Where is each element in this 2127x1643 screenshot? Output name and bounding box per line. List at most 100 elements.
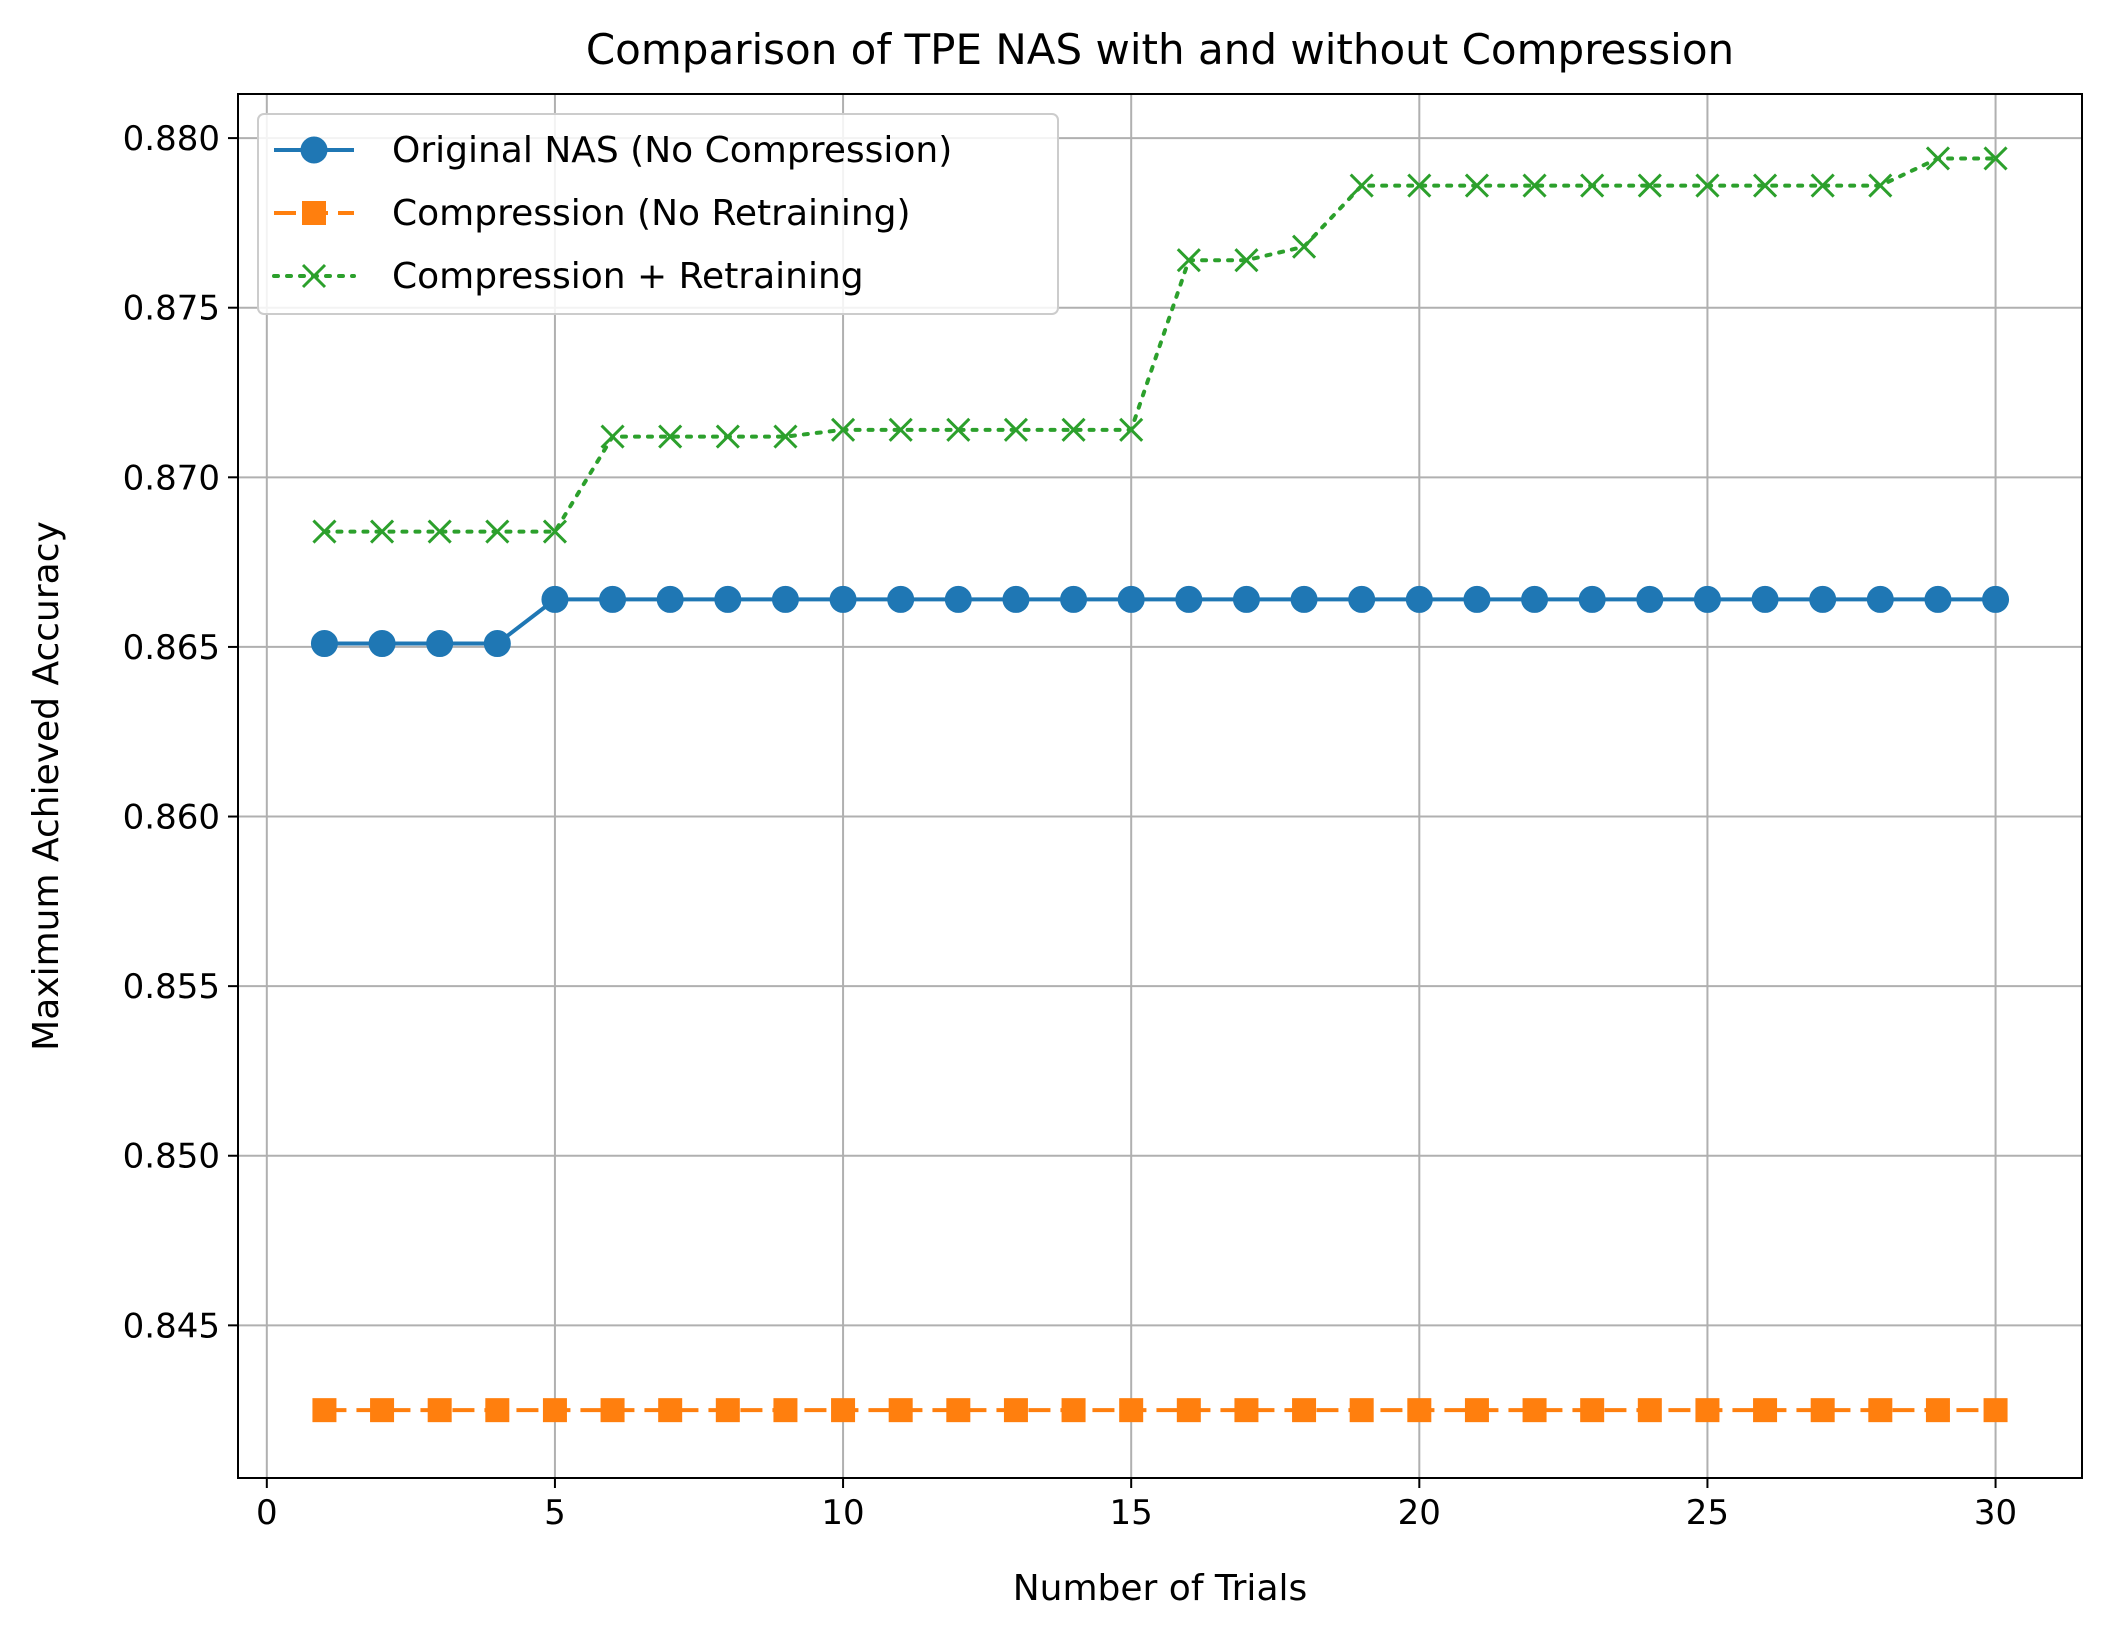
x-tick-label: 5 (544, 1493, 566, 1533)
data-point (1407, 173, 1432, 198)
data-point (1810, 173, 1835, 198)
data-point (1119, 1398, 1144, 1423)
data-point (312, 519, 337, 544)
legend-marker (302, 201, 326, 225)
data-point (1176, 1398, 1201, 1423)
data-point (370, 519, 395, 544)
data-point (1060, 585, 1088, 613)
data-point (1983, 146, 2008, 171)
legend-label: Compression + Retraining (392, 256, 864, 297)
data-point (599, 585, 627, 613)
axis-ticks: 0 5 10 15 20 25 30 0.845 0.850 0.855 0.860 0.865 0.8… (123, 119, 2018, 1533)
y-tick-label: 0.845 (123, 1306, 220, 1346)
y-tick-label: 0.850 (123, 1137, 220, 1177)
data-point (370, 1398, 395, 1423)
data-point (888, 1398, 913, 1423)
legend-marker (300, 136, 328, 164)
legend-marker (301, 263, 327, 289)
data-point (1348, 585, 1376, 613)
data-point (887, 585, 915, 613)
series-line (322, 156, 1998, 534)
data-point (600, 1398, 625, 1423)
data-point (1753, 173, 1778, 198)
data-point (1522, 1398, 1547, 1423)
data-point (1522, 173, 1547, 198)
series-3 (312, 146, 2008, 544)
data-point (1117, 585, 1145, 613)
data-point (1061, 417, 1086, 442)
data-point (1061, 1398, 1086, 1423)
data-point (426, 630, 454, 658)
data-point (1925, 1398, 1950, 1423)
data-point (1695, 173, 1720, 198)
data-point (1292, 234, 1317, 259)
legend-entry: Original NAS (No Compression) (274, 130, 952, 171)
chart-title: Comparison of TPE NAS with and without C… (586, 25, 1734, 74)
data-point (1292, 1398, 1317, 1423)
x-tick-label: 10 (821, 1493, 864, 1533)
y-tick-label: 0.880 (123, 119, 220, 159)
data-point (1580, 173, 1605, 198)
data-point (1232, 585, 1260, 613)
data-point (715, 424, 740, 449)
data-point (1405, 585, 1433, 613)
data-point (1925, 146, 1950, 171)
data-point (1580, 1398, 1605, 1423)
data-point (541, 585, 569, 613)
y-tick-label: 0.860 (123, 798, 220, 838)
data-point (1866, 585, 1894, 613)
data-point (1695, 1398, 1720, 1423)
x-tick-label: 25 (1686, 1493, 1729, 1533)
data-point (1693, 585, 1721, 613)
data-point (831, 1398, 856, 1423)
data-point (1751, 585, 1779, 613)
data-point (1924, 585, 1952, 613)
data-point (312, 1398, 337, 1423)
data-point (658, 1398, 683, 1423)
data-point (656, 585, 684, 613)
data-point (658, 424, 683, 449)
x-tick-label: 0 (256, 1493, 278, 1533)
x-axis-label: Number of Trials (1013, 1568, 1308, 1609)
data-point (542, 1398, 567, 1423)
data-point (1234, 248, 1259, 273)
y-tick-label: 0.855 (123, 967, 220, 1007)
data-point (1176, 248, 1201, 273)
x-tick-label: 20 (1398, 1493, 1441, 1533)
data-point (829, 585, 857, 613)
data-point (715, 1398, 740, 1423)
data-point (773, 424, 798, 449)
data-point (946, 1398, 971, 1423)
legend-label: Original NAS (No Compression) (392, 130, 952, 171)
data-point (1349, 173, 1374, 198)
data-point (485, 519, 510, 544)
data-point (1003, 1398, 1028, 1423)
data-point (1464, 1398, 1489, 1423)
plot-series (310, 146, 2010, 1423)
plot-area-frame (237, 93, 2083, 1479)
data-point (1119, 417, 1144, 442)
y-tick-label: 0.870 (123, 458, 220, 498)
data-point (1175, 585, 1203, 613)
data-point (427, 519, 452, 544)
data-point (1464, 173, 1489, 198)
x-tick-label: 15 (1110, 1493, 1153, 1533)
data-point (368, 630, 396, 658)
y-axis-label: Maximum Achieved Accuracy (26, 521, 67, 1051)
data-point (427, 1398, 452, 1423)
data-point (946, 417, 971, 442)
grid (238, 94, 2082, 1478)
x-tick-label: 30 (1974, 1493, 2017, 1533)
legend-entry: Compression (No Retraining) (274, 193, 911, 234)
data-point (1983, 1398, 2008, 1423)
data-point (483, 630, 511, 658)
data-point (1753, 1398, 1778, 1423)
legend: Original NAS (No Compression) Compression… (257, 113, 1059, 315)
data-point (944, 585, 972, 613)
data-point (1810, 1398, 1835, 1423)
data-point (1463, 585, 1491, 613)
data-point (771, 585, 799, 613)
data-point (1637, 173, 1662, 198)
data-point (1349, 1398, 1374, 1423)
